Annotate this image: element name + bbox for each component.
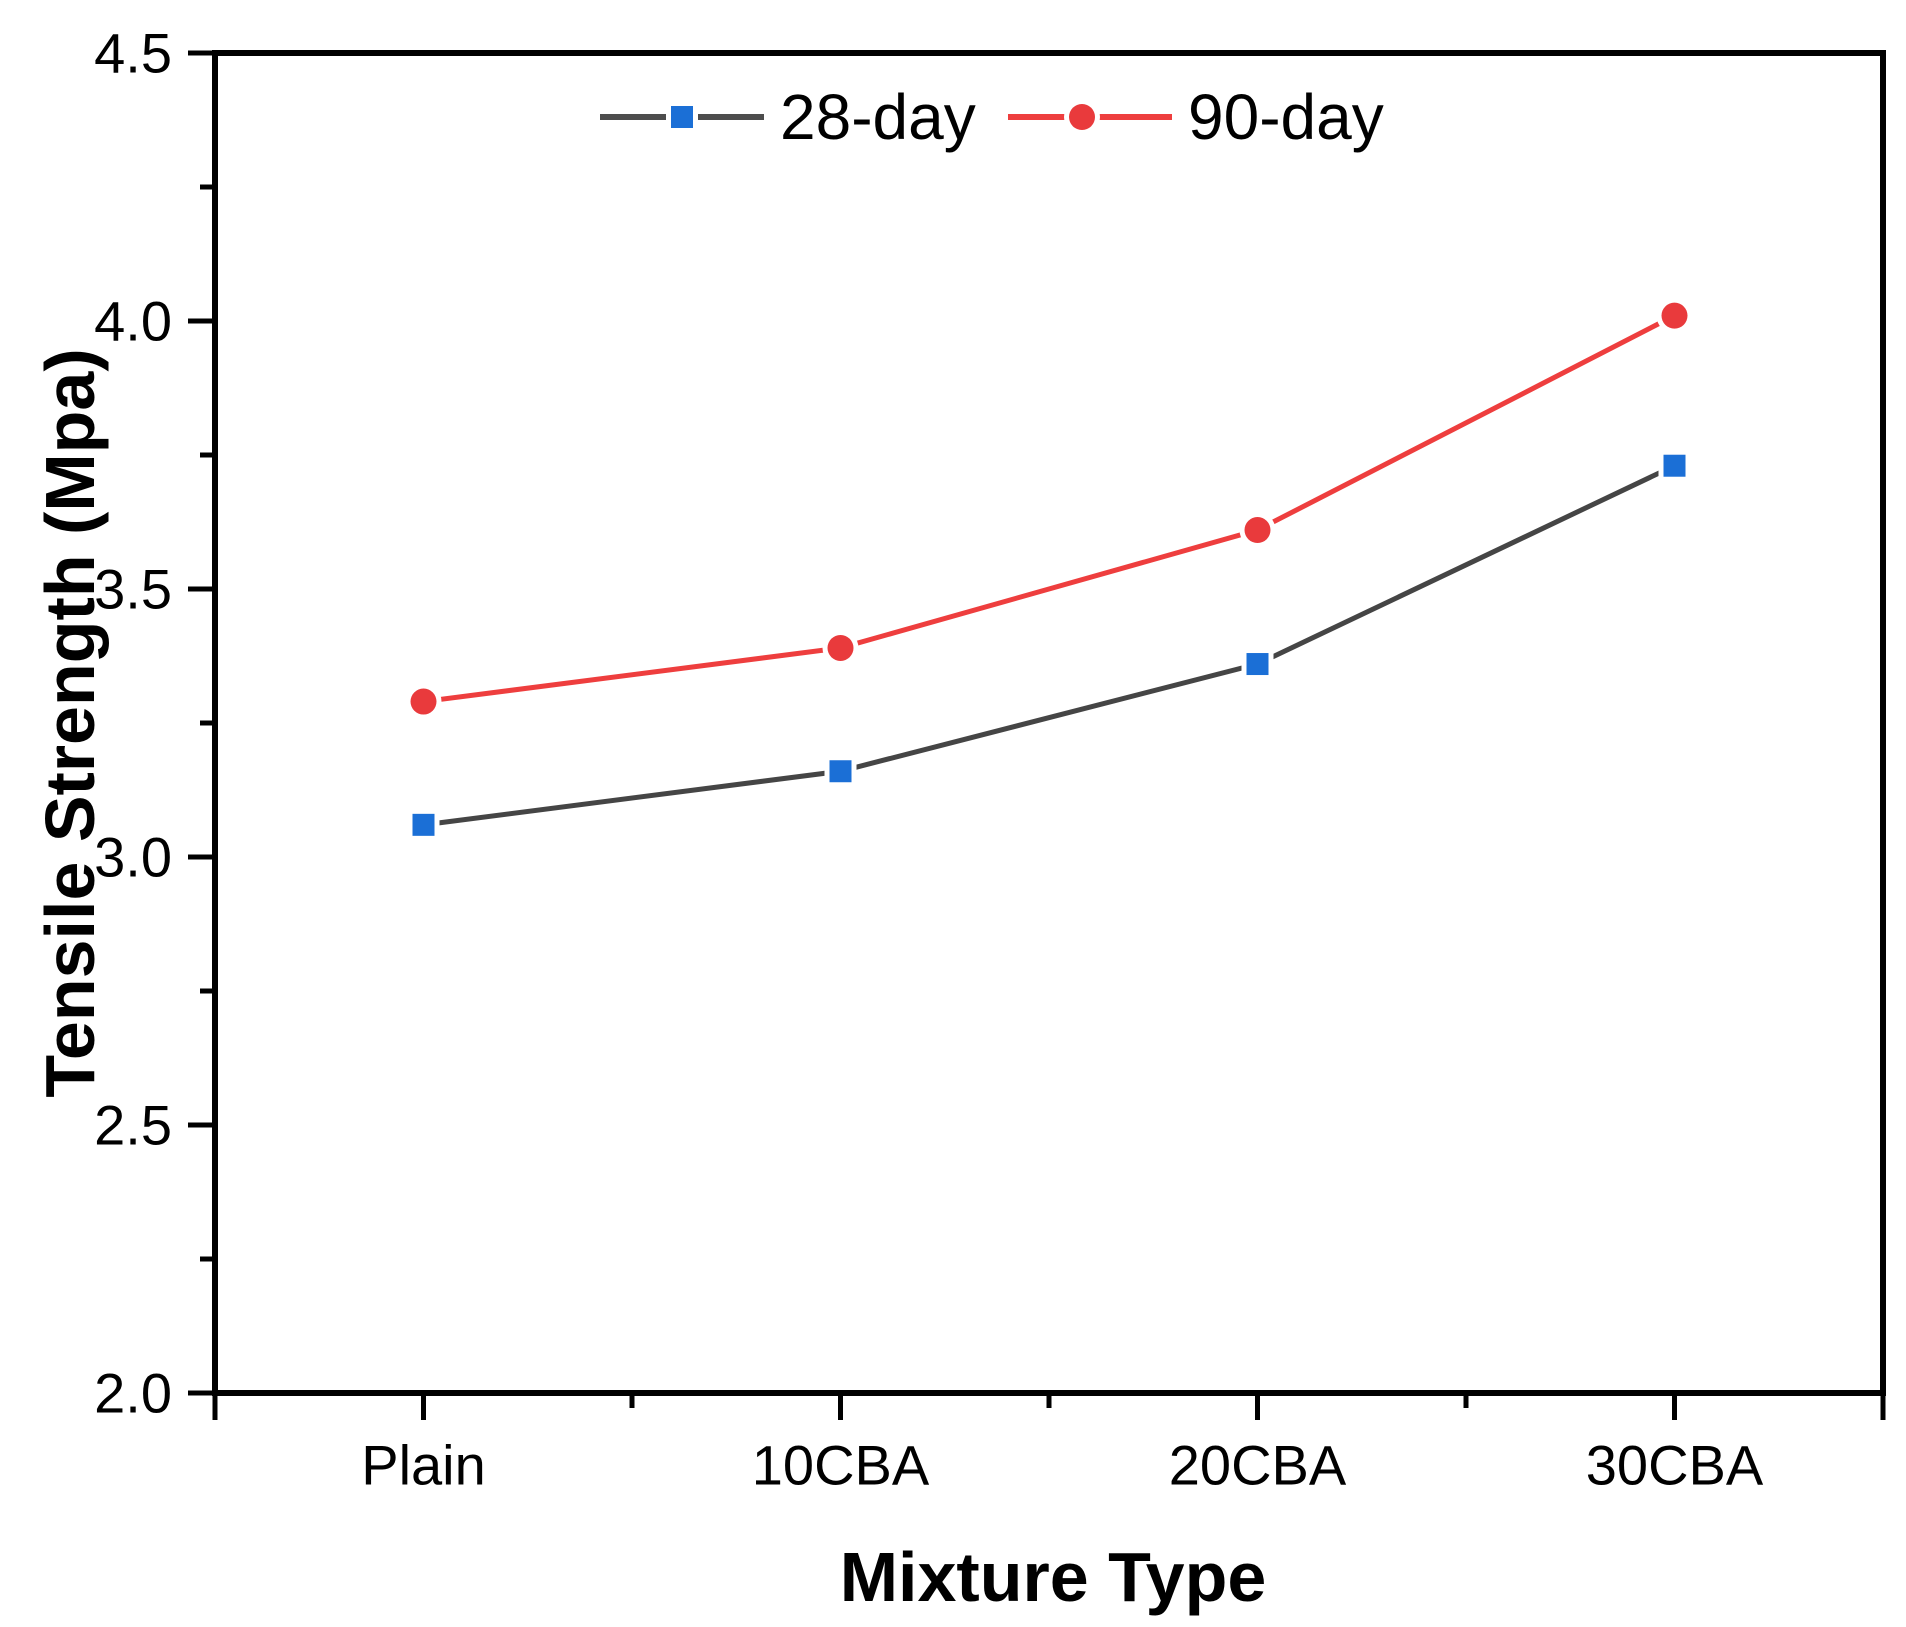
x-axis-title: Mixture Type [840, 1538, 1267, 1616]
y-tick-label: 4.0 [94, 290, 172, 353]
y-axis-title: Tensile Strength (Mpa) [31, 348, 109, 1097]
y-tick-label: 3.5 [94, 558, 172, 621]
data-point-square-marker [829, 760, 852, 783]
legend-label-28-day: 28-day [780, 81, 976, 153]
x-tick-label: Plain [361, 1434, 486, 1497]
x-tick-label: 30CBA [1586, 1434, 1764, 1497]
y-tick-label: 4.5 [94, 22, 172, 85]
series-line-90-day [423, 313, 1676, 705]
x-axis-ticks [212, 1393, 1886, 1420]
legend: 28-day 90-day [600, 81, 1384, 153]
data-point-circle-marker [1661, 302, 1688, 329]
legend-circle-marker-icon [1069, 104, 1095, 130]
series-layer [405, 297, 1693, 841]
x-axis-tick-labels: Plain 10CBA 20CBA 30CBA [361, 1434, 1764, 1497]
x-tick-label: 20CBA [1169, 1434, 1347, 1497]
legend-square-marker-icon [671, 106, 693, 128]
y-axis-tick-labels: 2.0 2.5 3.0 3.5 4.0 4.5 [94, 22, 172, 1425]
y-tick-label: 2.5 [94, 1094, 172, 1157]
data-point-square-marker [412, 813, 435, 836]
data-point-square-marker [1246, 653, 1269, 676]
plot-frame [212, 50, 1886, 1396]
series-line-28-day [423, 463, 1676, 828]
data-point-circle-marker [827, 634, 854, 661]
data-point-circle-marker [410, 688, 437, 715]
legend-label-90-day: 90-day [1188, 81, 1384, 153]
legend-item-28-day: 28-day [600, 81, 976, 153]
data-point-square-marker [1663, 454, 1686, 477]
y-tick-label: 2.0 [94, 1362, 172, 1425]
legend-item-90-day: 90-day [1008, 81, 1384, 153]
x-tick-label: 10CBA [752, 1434, 930, 1497]
data-point-circle-marker [1244, 517, 1271, 544]
y-axis-ticks [188, 50, 215, 1396]
y-tick-label: 3.0 [94, 826, 172, 889]
